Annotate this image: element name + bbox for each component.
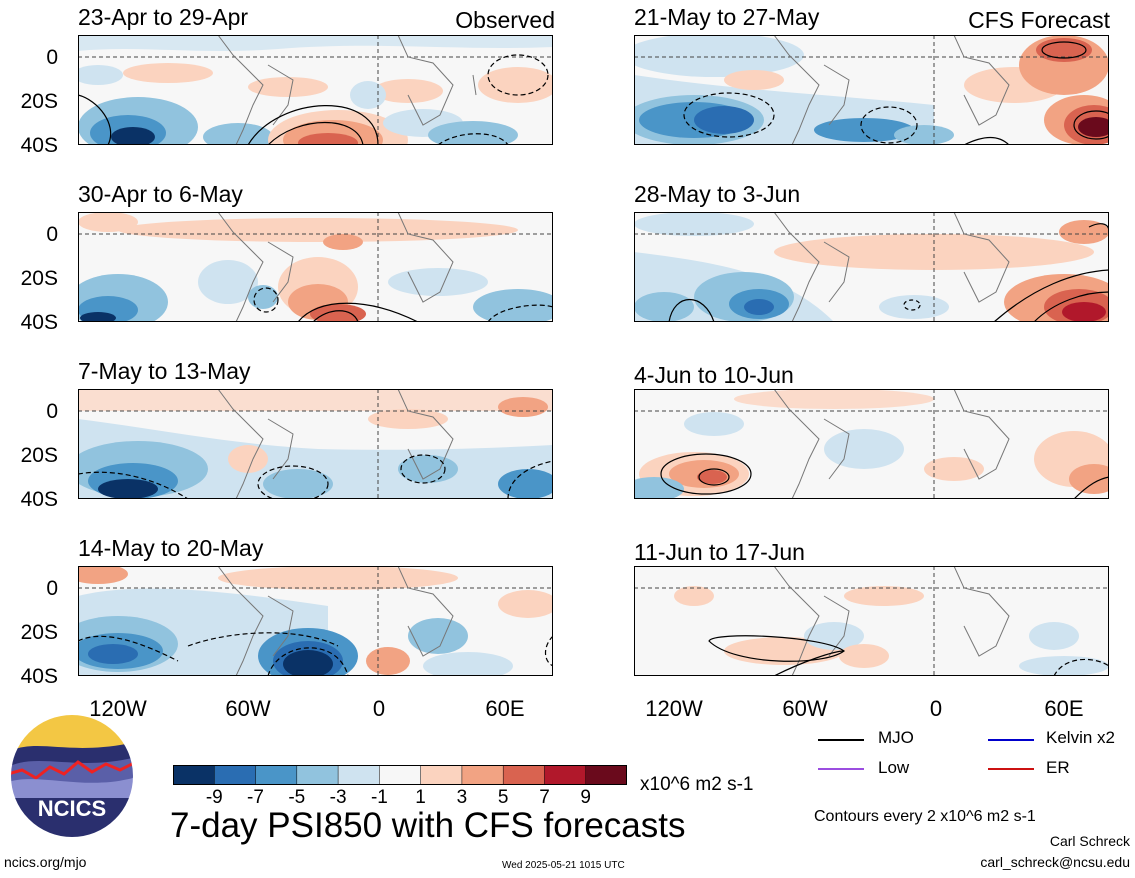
ytick-20s-p2: 20S xyxy=(20,267,58,290)
panel-title-8: 11-Jun to 17-Jun xyxy=(634,539,805,565)
colorbar-label: 9 xyxy=(580,787,591,808)
panel-title-3: 7-May to 13-May xyxy=(78,358,251,384)
colorbar-cell xyxy=(544,765,587,785)
map-panel-5 xyxy=(634,35,1109,145)
colorbar-label: 1 xyxy=(415,787,426,808)
colorbar-label: -9 xyxy=(205,787,223,808)
footer-email: carl_schreck@ncsu.edu xyxy=(980,854,1130,870)
ytick-20s-p3: 20S xyxy=(20,444,58,467)
ytick-20s-p1: 20S xyxy=(20,90,58,113)
legend-mjo-label: MJO xyxy=(878,728,914,747)
panel-title-1: 23-Apr to 29-Apr xyxy=(78,4,249,30)
panel-title-7: 4-Jun to 10-Jun xyxy=(634,362,794,388)
colorbar-cell xyxy=(337,765,381,785)
ytick-0-p4: 0 xyxy=(46,577,58,600)
legend-low-label: Low xyxy=(878,758,910,777)
contour-note: Contours every 2 x10^6 m2 s-1 xyxy=(814,808,1036,825)
map-panel-4 xyxy=(78,566,553,676)
legend-er-line xyxy=(988,768,1034,770)
xtick-60e-right: 60E xyxy=(1044,696,1084,721)
panel-label-cfs-forecast: CFS Forecast xyxy=(968,7,1110,33)
colorbar-label: -3 xyxy=(329,787,347,808)
panel-title-6: 28-May to 3-Jun xyxy=(634,181,801,207)
ytick-0-p3: 0 xyxy=(46,400,58,423)
colorbar-cell xyxy=(379,765,422,785)
xtick-0-left: 0 xyxy=(372,696,386,721)
xtick-60e-left: 60E xyxy=(485,696,525,721)
xtick-60w-right: 60W xyxy=(782,696,828,721)
colorbar-label: 5 xyxy=(497,787,509,808)
xtick-60w-left: 60W xyxy=(225,696,271,721)
colorbar-label: -7 xyxy=(247,787,264,808)
ytick-40s-p3: 40S xyxy=(20,488,58,511)
footer-author: Carl Schreck xyxy=(1049,833,1130,849)
legend-low-line xyxy=(818,768,864,770)
colorbar xyxy=(173,765,627,785)
ytick-0-p2: 0 xyxy=(46,223,58,246)
map-panel-1 xyxy=(78,35,553,145)
legend-er-label: ER xyxy=(1046,758,1070,777)
map-panel-7 xyxy=(634,389,1109,499)
ytick-0-p1: 0 xyxy=(46,46,58,69)
colorbar-cell xyxy=(214,765,257,785)
colorbar-label: 7 xyxy=(539,787,550,808)
legend-mjo-line xyxy=(818,739,864,741)
colorbar-label: 3 xyxy=(456,787,468,808)
map-panel-3 xyxy=(78,389,553,499)
colorbar-label: -1 xyxy=(370,787,388,808)
colorbar-cell xyxy=(461,765,504,785)
ytick-40s-p2: 40S xyxy=(20,311,58,334)
ytick-20s-p4: 20S xyxy=(20,621,58,644)
map-panel-8 xyxy=(634,566,1109,676)
ncics-logo: NCICS xyxy=(9,713,135,839)
map-panel-6 xyxy=(634,212,1109,322)
legend-kelvin-line xyxy=(988,739,1034,741)
panel-title-4: 14-May to 20-May xyxy=(78,535,264,561)
panel-title-5: 21-May to 27-May xyxy=(634,4,820,30)
ytick-40s-p1: 40S xyxy=(20,134,58,157)
colorbar-cell xyxy=(420,765,463,785)
colorbar-cell xyxy=(296,765,339,785)
colorbar-cell xyxy=(173,765,216,785)
ytick-40s-p4: 40S xyxy=(20,665,58,688)
main-title: 7-day PSI850 with CFS forecasts xyxy=(170,806,686,845)
colorbar-cell xyxy=(502,765,546,785)
footer-site: ncics.org/mjo xyxy=(4,854,87,870)
panel-title-2: 30-Apr to 6-May xyxy=(78,181,243,207)
xtick-120w-right: 120W xyxy=(645,696,703,721)
xtick-0-right: 0 xyxy=(929,696,943,721)
panel-label-observed: Observed xyxy=(455,7,555,33)
colorbar-units: x10^6 m2 s-1 xyxy=(640,774,754,795)
map-panel-2 xyxy=(78,212,553,322)
colorbar-cell xyxy=(255,765,298,785)
colorbar-label: -5 xyxy=(288,787,306,808)
legend-kelvin-label: Kelvin x2 xyxy=(1046,728,1115,747)
colorbar-cell xyxy=(585,765,627,785)
footer-timestamp: Wed 2025-05-21 1015 UTC xyxy=(502,860,625,871)
xtick-120w-left: 120W xyxy=(89,696,147,721)
logo-text: NCICS xyxy=(38,796,106,821)
